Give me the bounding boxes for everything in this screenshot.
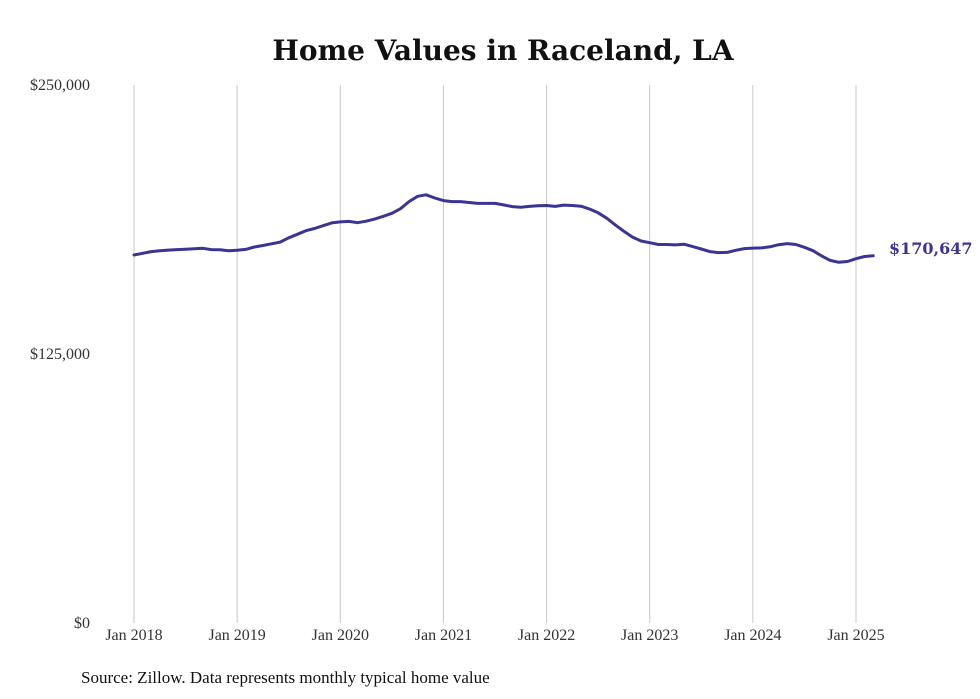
x-tick-label: Jan 2025 — [827, 627, 884, 644]
x-tick-label: Jan 2018 — [105, 627, 162, 644]
source-note: Source: Zillow. Data represents monthly … — [81, 668, 490, 687]
x-tick-label: Jan 2020 — [312, 627, 369, 644]
x-tick-label: Jan 2023 — [621, 627, 678, 644]
x-tick-label: Jan 2024 — [724, 627, 781, 644]
x-tick-label: Jan 2021 — [415, 627, 472, 644]
y-tick-label: $125,000 — [30, 346, 90, 363]
x-axis-ticks: Jan 2018 Jan 2019 Jan 2020 Jan 2021 Jan 2022… — [105, 627, 884, 644]
x-tick-label: Jan 2019 — [208, 627, 265, 644]
gridlines — [133, 85, 857, 623]
end-value-label: $170,647 — [889, 239, 973, 258]
y-tick-label: $0 — [74, 615, 90, 632]
y-axis-ticks: $0 $125,000 $250,000 — [30, 77, 90, 632]
chart-title: Home Values in Raceland, LA — [272, 34, 734, 67]
x-tick-label: Jan 2022 — [518, 627, 575, 644]
home-value-series-line — [132, 193, 875, 264]
y-tick-label: $250,000 — [30, 77, 90, 94]
